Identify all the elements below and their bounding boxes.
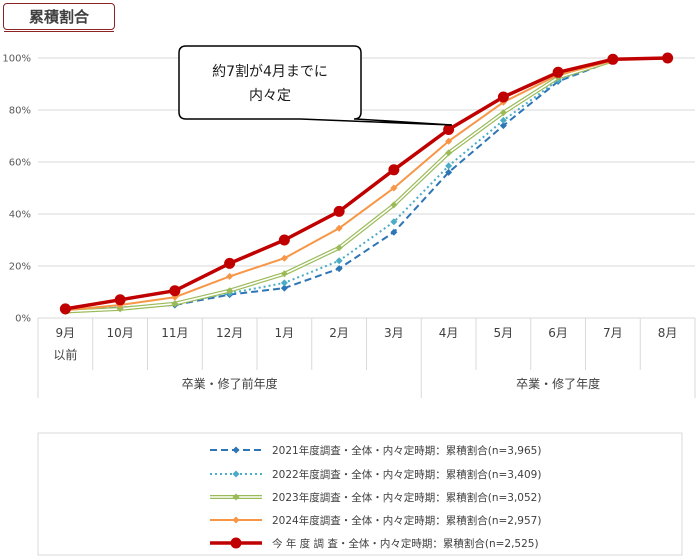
x-group-label: 卒業・修了前年度 (182, 376, 278, 391)
data-point (662, 52, 674, 64)
series-layer (59, 52, 674, 315)
data-point (226, 287, 234, 295)
series-4 (59, 52, 674, 315)
legend-label: 2024年度調査・全体・内々定時期：累積割合(n=2,957) (272, 514, 541, 527)
data-point (445, 162, 453, 170)
x-tick-label: 以前 (53, 347, 77, 362)
data-point (116, 305, 124, 313)
data-point (335, 224, 343, 232)
x-tick-label: 4月 (439, 326, 459, 340)
data-point (226, 272, 234, 280)
callout-bubble (178, 45, 453, 126)
x-tick-label: 6月 (548, 326, 568, 340)
data-point (232, 493, 240, 501)
data-point (499, 109, 507, 117)
data-point (171, 300, 179, 308)
data-point (552, 66, 564, 78)
x-tick-label: 1月 (275, 326, 295, 340)
x-tick-label: 11月 (161, 326, 188, 340)
legend-label: 今 年 度 調 査・全体・内々定時期：累積割合(n=2,525) (272, 537, 539, 550)
data-point (232, 446, 240, 454)
legend-box (37, 432, 683, 556)
data-point (232, 516, 240, 524)
data-point (278, 234, 290, 246)
data-point (390, 218, 398, 226)
chart-title-badge: 累積割合 (3, 3, 115, 32)
data-point (169, 285, 181, 297)
x-group-label: 卒業・修了年度 (516, 376, 600, 391)
data-point (230, 537, 242, 549)
x-tick-label: 10月 (106, 326, 133, 340)
callout-line1: 約7割が4月までに (212, 63, 328, 80)
series-2 (61, 57, 617, 315)
legend-item-2: 2023年度調査・全体・内々定時期：累積割合(n=3,052) (210, 491, 541, 504)
legend-item-0: 2021年度調査・全体・内々定時期：累積割合(n=3,965) (210, 444, 541, 457)
data-point (497, 91, 509, 103)
y-tick-label: 0% (15, 314, 31, 325)
data-point (390, 228, 398, 236)
data-point (335, 257, 343, 265)
legend-item-3: 2024年度調査・全体・内々定時期：累積割合(n=2,957) (210, 514, 541, 527)
grid-lines (38, 57, 695, 319)
x-tick-label: 7月 (603, 326, 623, 340)
x-tick-label: 5月 (494, 326, 514, 340)
y-tick-label: 40% (9, 210, 31, 221)
data-point (280, 270, 288, 278)
data-point (388, 164, 400, 176)
data-point (445, 149, 453, 157)
data-point (335, 265, 343, 273)
x-tick-label: 2月 (329, 326, 349, 340)
data-point (443, 124, 455, 135)
data-point (114, 294, 126, 306)
y-tick-label: 100% (2, 54, 31, 65)
data-point (224, 257, 236, 269)
x-tick-label: 8月 (658, 326, 678, 340)
data-point (607, 53, 619, 65)
y-tick-label: 60% (9, 158, 31, 169)
data-point (333, 205, 345, 217)
x-tick-label: 12月 (216, 326, 243, 340)
legend-label: 2023年度調査・全体・内々定時期：累積割合(n=3,052) (272, 491, 541, 504)
data-point (280, 254, 288, 262)
data-point (232, 470, 240, 478)
legend-item-1: 2022年度調査・全体・内々定時期：累積割合(n=3,409) (210, 468, 541, 481)
data-point (59, 303, 71, 315)
callout-line2: 内々定 (249, 88, 291, 104)
legend-label: 2021年度調査・全体・内々定時期：累積割合(n=3,965) (272, 444, 541, 457)
y-tick-label: 80% (9, 106, 31, 117)
data-point (390, 201, 398, 209)
data-point (445, 137, 453, 145)
data-point (280, 284, 288, 292)
data-point (280, 279, 288, 287)
x-tick-label: 3月 (384, 326, 404, 340)
data-point (445, 168, 453, 176)
data-point (499, 116, 507, 124)
legend: 2021年度調査・全体・内々定時期：累積割合(n=3,965) 2022年度調査・… (37, 432, 683, 556)
series-line (65, 56, 668, 311)
data-point (390, 184, 398, 192)
data-point (335, 244, 343, 252)
legend-label: 2022年度調査・全体・内々定時期：累積割合(n=3,409) (272, 468, 541, 481)
data-point (499, 122, 507, 130)
callout: 約7割が4月までに 内々定 (178, 45, 453, 126)
x-tick-label: 9月 (56, 326, 76, 340)
legend-item-4: 今 年 度 調 査・全体・内々定時期：累積割合(n=2,525) (210, 537, 539, 550)
y-tick-label: 20% (9, 262, 31, 273)
y-axis: 0% 20% 40% 60% 80% 100% (2, 54, 31, 325)
